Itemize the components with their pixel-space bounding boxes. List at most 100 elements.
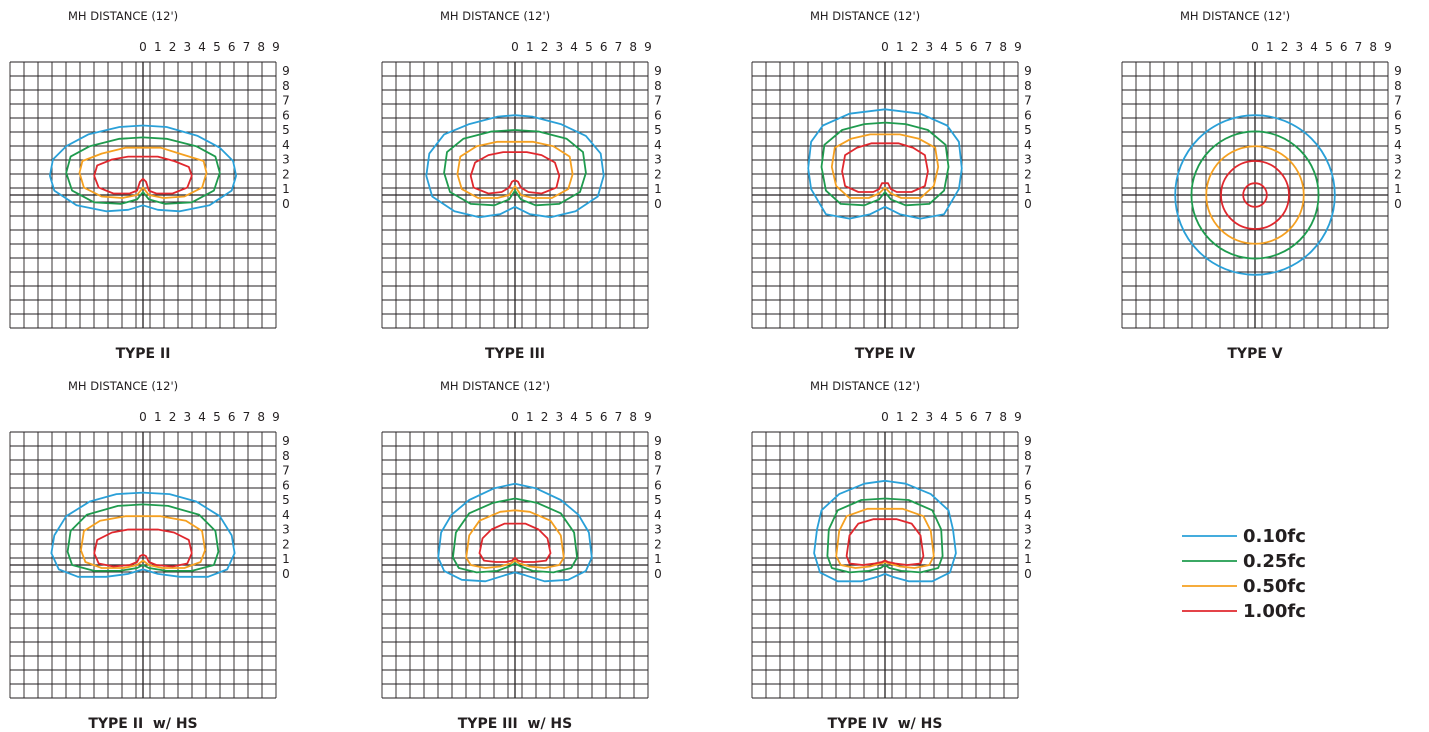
plot-title: TYPE IV: [855, 346, 916, 362]
x-tick-label: 7: [985, 410, 993, 424]
x-tick-label: 0: [511, 410, 519, 424]
x-tick-label: 9: [1014, 410, 1022, 424]
x-tick-label: 6: [228, 40, 236, 54]
x-tick-label: 2: [169, 40, 177, 54]
axis-label: MH DISTANCE (12'): [440, 379, 550, 393]
y-tick-label: 4: [654, 508, 662, 522]
plot-2: MH DISTANCE (12')0 1 2 3 4 5 6 7 8 99876543210TYP…: [381, 9, 662, 362]
contour-0.50fc: [1205, 145, 1305, 245]
legend-label: 0.25fc: [1243, 551, 1306, 572]
contour-0.50fc: [465, 509, 565, 569]
y-tick-label: 7: [1024, 94, 1032, 108]
plot-7: MH DISTANCE (12')0 1 2 3 4 5 6 7 8 99876543210TYP…: [751, 379, 1032, 732]
x-tick-label: 0: [881, 40, 889, 54]
contour-1.00fc: [841, 142, 929, 193]
contour-1.00fc: [845, 518, 925, 566]
contour-1.00fc: [478, 522, 552, 563]
y-tick-label: 7: [282, 94, 290, 108]
contour-0.25fc: [66, 503, 220, 572]
x-tick-label: 8: [999, 40, 1007, 54]
axis-label: MH DISTANCE (12'): [440, 9, 550, 23]
y-tick-label: 1: [1024, 552, 1032, 566]
y-tick-label: 6: [654, 478, 662, 492]
y-tick-label: 3: [654, 153, 662, 167]
axis-label: MH DISTANCE (12'): [1180, 9, 1290, 23]
y-tick-label: 0: [282, 567, 290, 581]
x-tick-label: 8: [257, 40, 265, 54]
y-tick-label: 5: [654, 493, 662, 507]
x-tick-label: 5: [955, 40, 963, 54]
contour-0.25fc: [1190, 130, 1320, 260]
axis-label: MH DISTANCE (12'): [810, 9, 920, 23]
x-tick-label: 8: [629, 40, 637, 54]
x-tick-label: 7: [615, 410, 623, 424]
y-tick-label: 5: [1394, 123, 1402, 137]
x-tick-label: 8: [629, 410, 637, 424]
x-tick-label: 0: [139, 40, 147, 54]
y-tick-label: 9: [654, 434, 662, 448]
x-tick-label: 3: [926, 410, 934, 424]
y-tick-label: 8: [1394, 79, 1402, 93]
y-tick-label: 5: [282, 493, 290, 507]
x-tick-label: 6: [970, 410, 978, 424]
y-tick-label: 3: [282, 523, 290, 537]
y-tick-label: 8: [654, 79, 662, 93]
y-tick-label: 6: [282, 478, 290, 492]
x-tick-label: 2: [541, 40, 549, 54]
y-tick-label: 2: [282, 167, 290, 181]
x-tick-label: 0: [139, 410, 147, 424]
x-tick-label: 9: [272, 40, 280, 54]
legend-label: 0.50fc: [1243, 576, 1306, 597]
contour-0.25fc: [443, 129, 587, 207]
y-tick-label: 7: [282, 464, 290, 478]
y-tick-label: 4: [1024, 508, 1032, 522]
x-tick-label: 4: [570, 40, 578, 54]
plot-title: TYPE II: [116, 346, 171, 362]
y-tick-label: 0: [1024, 567, 1032, 581]
x-tick-label: 3: [184, 40, 192, 54]
y-tick-label: 8: [654, 449, 662, 463]
contour-0.25fc: [451, 497, 578, 574]
x-tick-label: 0: [881, 410, 889, 424]
y-tick-label: 3: [282, 153, 290, 167]
y-tick-label: 9: [282, 64, 290, 78]
contour-1.00fc: [1242, 182, 1268, 208]
x-tick-label: 2: [541, 410, 549, 424]
x-tick-label: 0: [511, 40, 519, 54]
y-tick-label: 2: [654, 537, 662, 551]
x-tick-label: 1: [1266, 40, 1274, 54]
legend-label: 0.10fc: [1243, 526, 1306, 547]
plot-6: MH DISTANCE (12')0 1 2 3 4 5 6 7 8 99876543210TYP…: [381, 379, 662, 732]
x-tick-label: 9: [644, 410, 652, 424]
x-tick-label: 2: [1281, 40, 1289, 54]
y-tick-label: 2: [654, 167, 662, 181]
y-tick-label: 6: [654, 108, 662, 122]
x-tick-label: 1: [526, 410, 534, 424]
legend-label: 1.00fc: [1243, 601, 1306, 622]
y-tick-label: 5: [1024, 123, 1032, 137]
y-tick-label: 7: [1024, 464, 1032, 478]
contour-1.00fc: [1220, 160, 1290, 230]
contour-1.00fc: [93, 155, 193, 195]
plot-3: MH DISTANCE (12')0 1 2 3 4 5 6 7 8 99876543210TYP…: [751, 9, 1032, 362]
y-tick-label: 1: [1394, 182, 1402, 196]
y-tick-label: 8: [1024, 79, 1032, 93]
x-tick-label: 7: [1355, 40, 1363, 54]
x-tick-label: 7: [985, 40, 993, 54]
contour-1.00fc: [93, 528, 193, 568]
y-tick-label: 5: [282, 123, 290, 137]
contour-0.10fc: [49, 124, 238, 213]
y-tick-label: 6: [1024, 108, 1032, 122]
y-tick-label: 1: [282, 552, 290, 566]
y-tick-label: 5: [1024, 493, 1032, 507]
y-tick-label: 8: [282, 79, 290, 93]
y-tick-label: 8: [1024, 449, 1032, 463]
x-tick-label: 5: [955, 410, 963, 424]
x-tick-label: 3: [184, 410, 192, 424]
x-tick-label: 3: [1296, 40, 1304, 54]
y-tick-label: 3: [1024, 153, 1032, 167]
x-tick-label: 4: [198, 410, 206, 424]
plot-1: MH DISTANCE (12')0 1 2 3 4 5 6 7 8 99876543210TYP…: [9, 9, 290, 362]
x-tick-label: 1: [154, 410, 162, 424]
plot-4: MH DISTANCE (12')0 1 2 3 4 5 6 7 8 99876543210TYP…: [1121, 9, 1402, 362]
